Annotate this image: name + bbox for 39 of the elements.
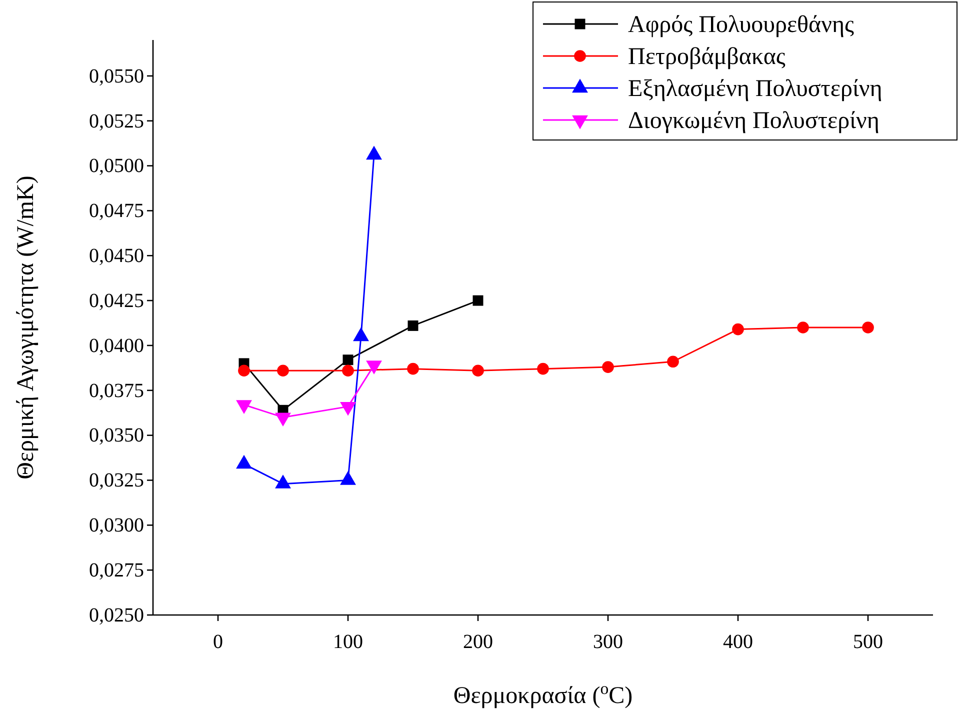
point [537,362,549,375]
y-tick-label: 0,0275 [89,559,144,582]
point [667,356,679,368]
point [408,320,418,331]
y-axis-title: Θερμική Αγωγιμότητα (W/mK) [13,176,39,480]
x-tick-label: 400 [723,631,753,653]
point [407,362,419,375]
y-tick-label: 0,0350 [89,424,144,447]
x-tick-label: 200 [463,631,493,653]
point [342,364,354,377]
y-tick-label: 0,0475 [89,200,144,222]
x-axis-title: Θερμοκρασία ($^{o}$C) [453,678,633,709]
x-tick-label: 100 [333,631,363,653]
x-tick-label: 500 [853,631,883,653]
point [472,364,484,377]
point [277,364,289,377]
y-tick-label: 0,0325 [89,470,144,492]
legend-label: Πετροβάμβακας [628,44,786,70]
point [602,361,614,373]
y-tick-label: 0,0550 [89,65,144,88]
point [238,364,250,377]
y-tick-label: 0,0375 [89,380,144,402]
point [732,323,744,336]
y-tick-label: 0,0300 [89,514,144,537]
point [862,322,874,334]
y-tick-label: 0,0500 [89,155,144,178]
point [472,295,484,306]
y-tick-label: 0,0400 [89,334,144,357]
legend-label: Αφρός Πολυουρεθάνης [628,12,854,38]
x-tick-label: 0 [213,631,223,653]
point [797,322,809,334]
y-tick-label: 0,0450 [89,245,144,268]
y-tick-label: 0,0250 [89,604,144,626]
y-tick-label: 0,0425 [89,290,144,312]
legend-label: Εξηλασμένη Πολυστερίνη [628,76,882,102]
x-tick-label: 300 [593,631,623,653]
point [342,354,354,366]
y-tick-label: 0,0525 [89,110,144,132]
legend-label: Διογκωμένη Πολυστερίνη [628,108,880,134]
